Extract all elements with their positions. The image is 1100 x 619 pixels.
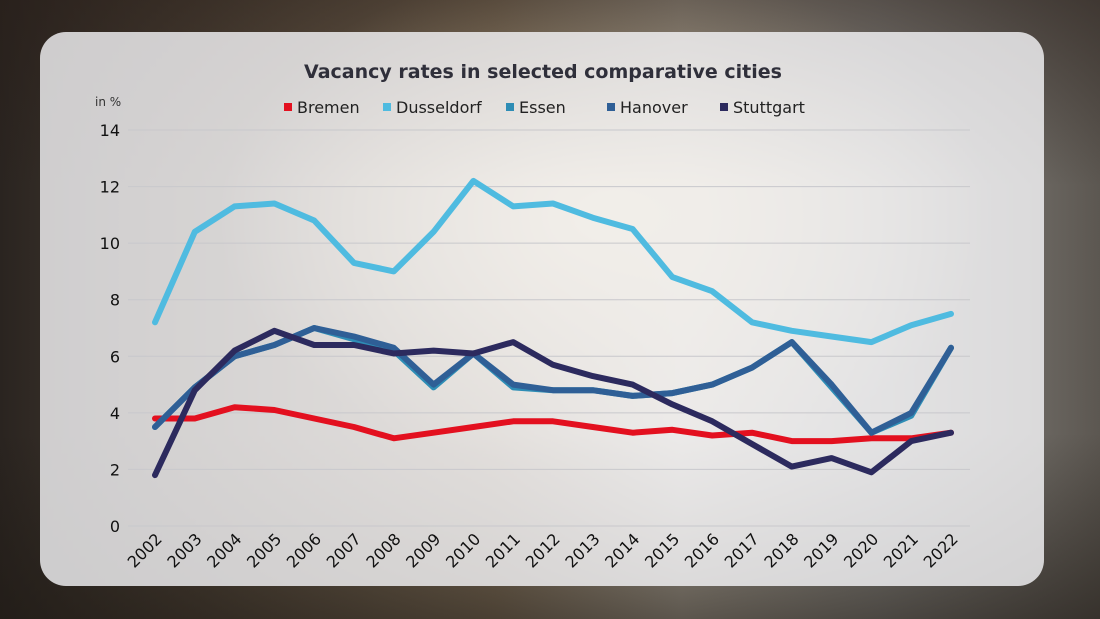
y-tick-label: 10 bbox=[100, 234, 120, 253]
x-tick-label: 2011 bbox=[482, 529, 524, 571]
x-tick-label: 2022 bbox=[920, 529, 962, 571]
series-line-bremen bbox=[152, 404, 954, 445]
x-tick-label: 2007 bbox=[323, 529, 365, 571]
y-unit-label: in % bbox=[95, 95, 121, 109]
legend-label-hanover: Hanover bbox=[620, 98, 688, 117]
x-tick-label: 2006 bbox=[283, 529, 325, 571]
x-tick-label: 2003 bbox=[163, 529, 205, 571]
x-tick-label: 2004 bbox=[203, 529, 245, 571]
x-tick-label: 2021 bbox=[880, 529, 922, 571]
y-tick-label: 14 bbox=[100, 121, 120, 140]
y-tick-label: 6 bbox=[110, 347, 120, 366]
legend-label-essen: Essen bbox=[519, 98, 566, 117]
y-tick-label: 4 bbox=[110, 404, 120, 423]
x-tick-label: 2010 bbox=[442, 529, 484, 571]
legend-swatch-stuttgart bbox=[720, 103, 728, 111]
x-tick-label: 2014 bbox=[601, 529, 643, 571]
series-line-dusseldorf bbox=[152, 177, 954, 346]
series-line-stuttgart bbox=[152, 327, 954, 479]
y-tick-label: 8 bbox=[110, 291, 120, 310]
gridlines bbox=[128, 129, 970, 527]
x-tick-label: 2012 bbox=[522, 529, 564, 571]
legend-swatch-dusseldorf bbox=[383, 103, 391, 111]
x-tick-label: 2020 bbox=[840, 529, 882, 571]
y-tick-label: 0 bbox=[110, 517, 120, 536]
series-line-hanover bbox=[152, 325, 954, 436]
x-tick-label: 2005 bbox=[243, 529, 285, 571]
y-axis-ticks: 0 2 4 6 8 10 12 14 bbox=[100, 121, 120, 536]
legend-label-stuttgart: Stuttgart bbox=[733, 98, 805, 117]
chart-panel bbox=[40, 32, 1044, 586]
legend: Bremen Dusseldorf Essen Hanover Stuttgart bbox=[284, 98, 805, 117]
x-tick-label: 2002 bbox=[124, 529, 166, 571]
legend-swatch-hanover bbox=[607, 103, 615, 111]
x-tick-label: 2009 bbox=[402, 529, 444, 571]
x-tick-label: 2017 bbox=[721, 529, 763, 571]
x-tick-label: 2016 bbox=[681, 529, 723, 571]
y-tick-label: 2 bbox=[110, 460, 120, 479]
chart-title: Vacancy rates in selected comparative ci… bbox=[304, 61, 782, 83]
x-axis-ticks: 2002200320042005200620072008200920102011… bbox=[124, 529, 962, 571]
x-tick-label: 2013 bbox=[561, 529, 603, 571]
series-lines bbox=[152, 177, 954, 479]
legend-label-dusseldorf: Dusseldorf bbox=[396, 98, 482, 117]
x-tick-label: 2008 bbox=[362, 529, 404, 571]
legend-label-bremen: Bremen bbox=[297, 98, 360, 117]
x-tick-label: 2019 bbox=[800, 529, 842, 571]
x-tick-label: 2018 bbox=[760, 529, 802, 571]
x-tick-label: 2015 bbox=[641, 529, 683, 571]
legend-swatch-essen bbox=[506, 103, 514, 111]
y-tick-label: 12 bbox=[100, 178, 120, 197]
legend-swatch-bremen bbox=[284, 103, 292, 111]
